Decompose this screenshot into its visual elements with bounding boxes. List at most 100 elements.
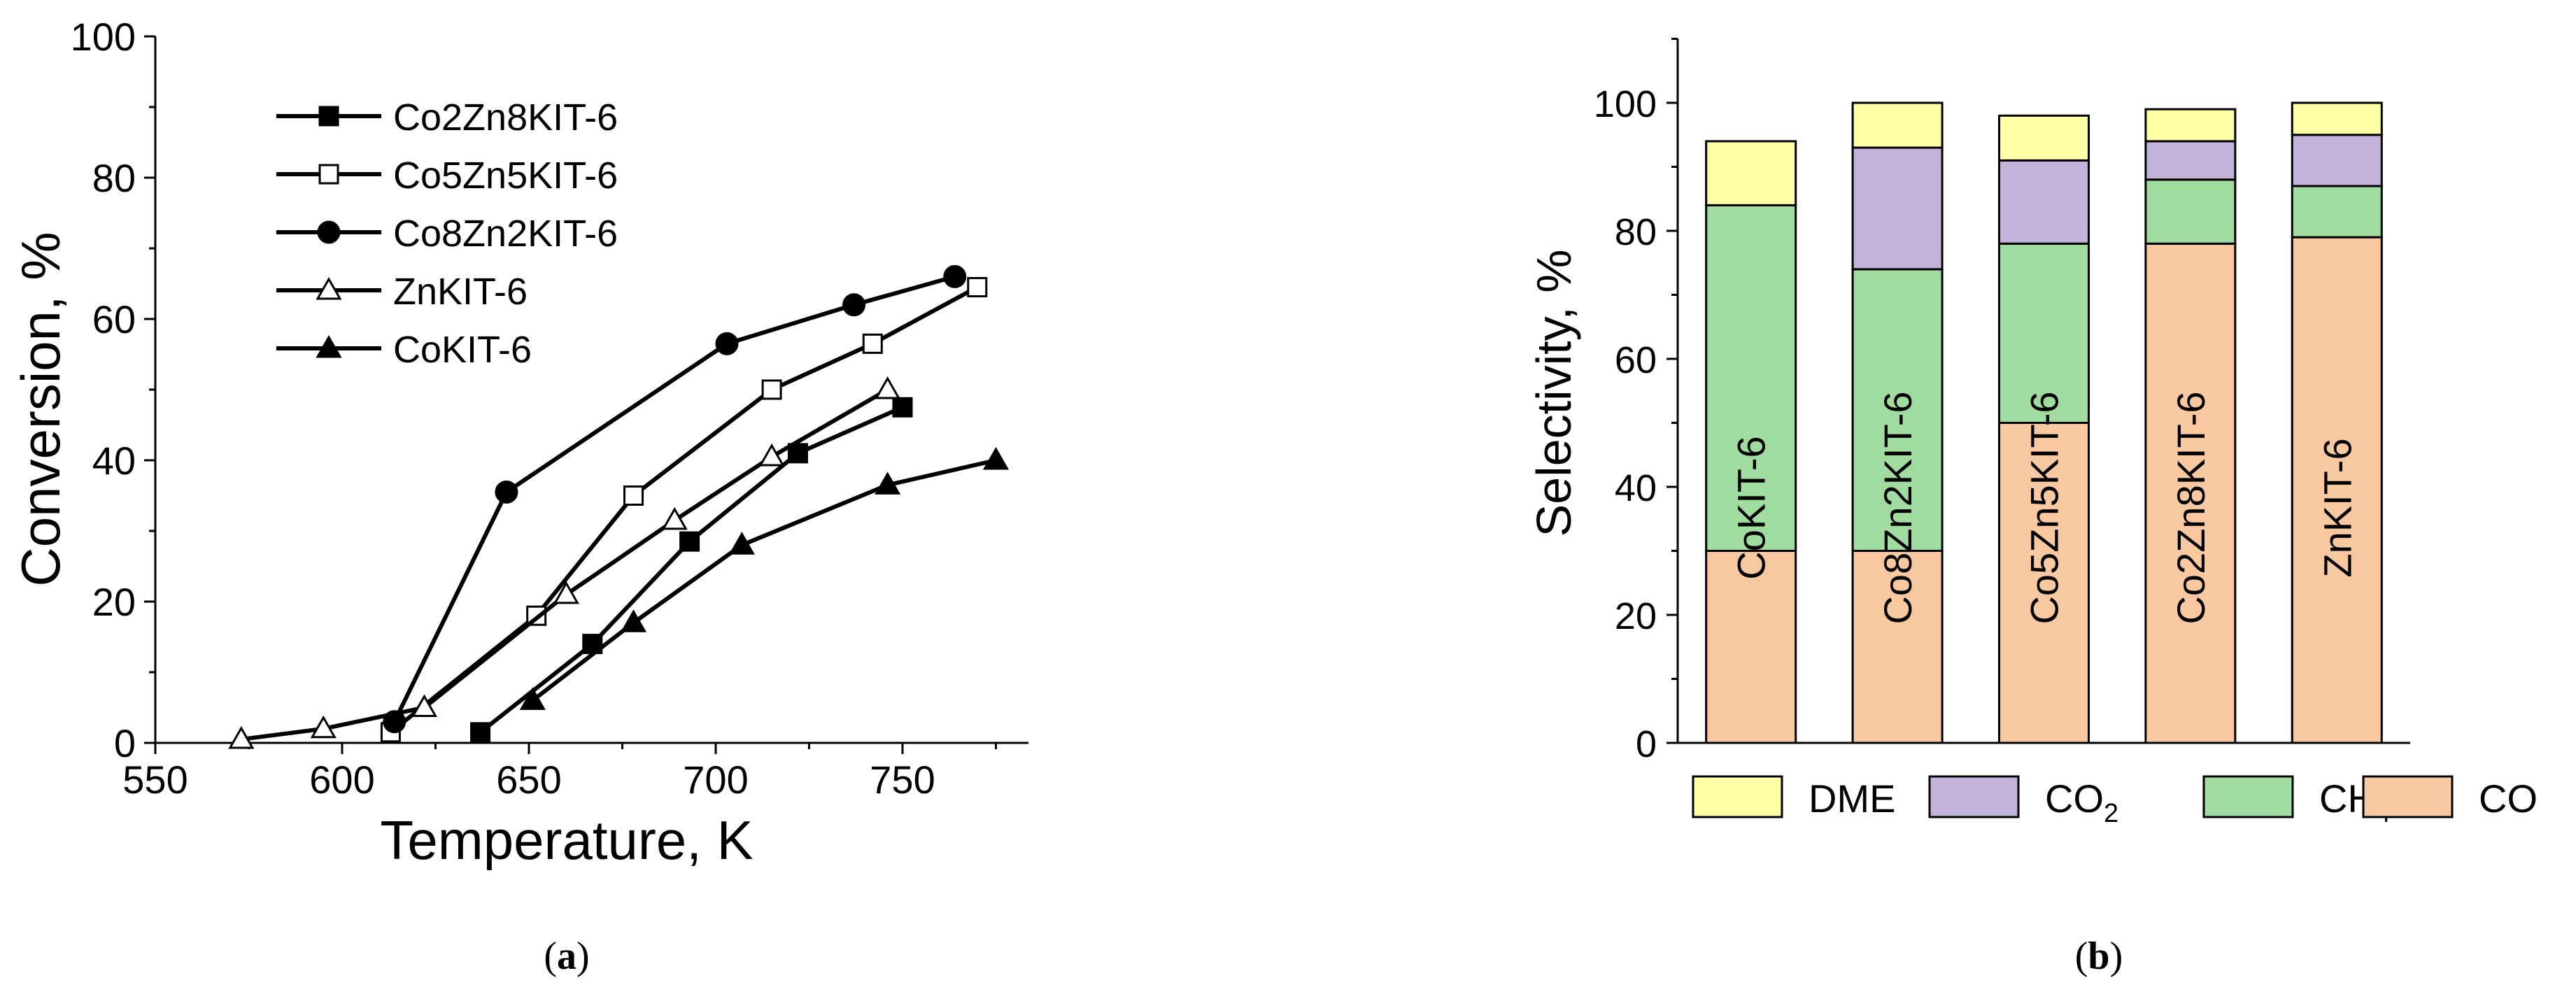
- selectivity-bar-ZnKIT-6: ZnKIT-6: [2291, 101, 2383, 744]
- conversion-series-Co8Zn2KIT-6: [383, 264, 967, 734]
- selectivity-segment-CH4: [1705, 204, 1797, 552]
- selectivity-segment-CH4: [2291, 185, 2383, 239]
- conversion-y-tick-label: 0: [114, 721, 136, 765]
- conversion-point: [495, 480, 518, 504]
- conversion-y-tick-label: 40: [92, 439, 136, 483]
- conversion-chart: 550 600 650 700 750 0 20 40 60 80 100 Temperature,…: [10, 15, 1028, 978]
- conversion-point: [943, 264, 967, 288]
- conversion-point: [982, 446, 1010, 470]
- selectivity-category-label: Co8Zn2KIT-6: [1876, 391, 1920, 624]
- conversion-x-axis-title: Temperature, K: [380, 809, 753, 871]
- selectivity-legend-swatch: [1928, 775, 2020, 818]
- conversion-point: [875, 471, 901, 495]
- conversion-point: [623, 485, 644, 506]
- selectivity-segment-CO: [1851, 550, 1944, 744]
- selectivity-y-tick-label: 0: [1636, 723, 1657, 765]
- conversion-y-axis-title: Conversion, %: [10, 232, 71, 586]
- conversion-point: [411, 694, 438, 717]
- selectivity-legend-label: CO: [2479, 776, 2538, 821]
- selectivity-segment-CH4: [1851, 268, 1944, 552]
- panel-label-a-letter: a: [557, 935, 576, 978]
- conversion-point: [758, 443, 785, 467]
- conversion-legend-marker: [316, 276, 342, 300]
- conversion-point: [661, 506, 688, 530]
- selectivity-legend-item: CO2: [1928, 775, 2118, 828]
- selectivity-legend-item: DME: [1692, 775, 1895, 821]
- selectivity-segment-CH4: [1998, 242, 2090, 424]
- conversion-legend-item: ZnKIT-6: [276, 271, 528, 313]
- conversion-axes: [144, 35, 1028, 754]
- conversion-legend-label: Co8Zn2KIT-6: [393, 213, 618, 255]
- conversion-y-tick-label: 60: [92, 297, 136, 341]
- selectivity-legend-label: CO2: [2045, 776, 2118, 828]
- conversion-x-tick-label: 650: [496, 758, 561, 802]
- selectivity-category-label: Co2Zn8KIT-6: [2169, 391, 2213, 624]
- selectivity-segment-DME: [2144, 108, 2237, 143]
- selectivity-segment-CO: [2291, 236, 2383, 744]
- conversion-point: [519, 687, 546, 710]
- selectivity-bar-CoKIT-6: CoKIT-6: [1705, 140, 1797, 744]
- conversion-legend-marker: [318, 106, 339, 127]
- panel-label-a: (a): [544, 935, 589, 978]
- selectivity-segment-CO: [1998, 422, 2090, 744]
- conversion-legend-item: Co8Zn2KIT-6: [276, 213, 618, 255]
- conversion-series: [228, 264, 1010, 749]
- selectivity-bars: CoKIT-6 Co8Zn2KIT-6 Co5Zn5KIT-6 Co2Zn8KIT-6…: [1705, 101, 2383, 744]
- conversion-legend-label: CoKIT-6: [393, 329, 532, 371]
- conversion-point: [842, 293, 866, 317]
- selectivity-legend-item: CO: [2362, 775, 2538, 821]
- selectivity-legend-swatch: [1692, 775, 1783, 818]
- conversion-point: [470, 722, 491, 743]
- selectivity-y-tick-label: 60: [1615, 339, 1657, 381]
- selectivity-legend-item: CH4: [2202, 775, 2391, 828]
- selectivity-segment-CO2: [1998, 159, 2090, 245]
- conversion-legend-label: ZnKIT-6: [393, 271, 528, 313]
- selectivity-category-label: CoKIT-6: [1729, 436, 1774, 579]
- selectivity-segment-CO2: [2144, 140, 2237, 181]
- conversion-line: [241, 388, 889, 741]
- selectivity-legend-swatch: [2362, 775, 2454, 818]
- conversion-point: [862, 333, 883, 354]
- selectivity-legend-swatch: [2202, 775, 2294, 818]
- conversion-series-CoKIT-6: [519, 446, 1010, 710]
- selectivity-y-tick-label: 20: [1615, 595, 1657, 637]
- selectivity-y-tick-label: 80: [1615, 211, 1657, 253]
- conversion-point: [310, 715, 337, 739]
- conversion-point: [553, 581, 579, 604]
- conversion-legend-marker: [317, 220, 341, 244]
- conversion-legend-label: Co2Zn8KIT-6: [393, 97, 618, 139]
- selectivity-chart: 0 20 40 60 80 100 Selectivity, % CoKIT-6 Co8Zn…: [1527, 38, 2538, 978]
- selectivity-legend-label-subscript: 2: [2104, 799, 2118, 828]
- conversion-point: [728, 532, 755, 555]
- selectivity-category-label: Co5Zn5KIT-6: [2023, 391, 2067, 624]
- conversion-line: [479, 405, 904, 734]
- conversion-tick-labels: 550 600 650 700 750 0 20 40 60 80 100: [71, 15, 935, 802]
- conversion-x-tick-label: 600: [309, 758, 374, 802]
- conversion-x-tick-label: 750: [870, 758, 935, 802]
- selectivity-bar-Co8Zn2KIT-6: Co8Zn2KIT-6: [1851, 101, 1944, 744]
- selectivity-tick-labels: 0 20 40 60 80 100: [1594, 83, 1657, 765]
- conversion-point: [875, 376, 901, 399]
- selectivity-legend-label: DME: [1809, 776, 1895, 821]
- selectivity-segment-CO: [1705, 550, 1797, 744]
- panel-label-b: (b): [2075, 935, 2123, 978]
- selectivity-segment-DME: [2291, 101, 2383, 136]
- conversion-legend-item: Co5Zn5KIT-6: [276, 155, 618, 197]
- conversion-series-ZnKIT-6: [228, 376, 901, 749]
- conversion-y-tick-label: 80: [92, 156, 136, 200]
- selectivity-segment-DME: [1705, 140, 1797, 206]
- selectivity-segment-CH4: [2144, 178, 2237, 245]
- selectivity-y-axis-title: Selectivity, %: [1527, 249, 1581, 537]
- conversion-x-tick-label: 700: [683, 758, 748, 802]
- selectivity-segment-CO2: [2291, 134, 2383, 187]
- selectivity-segment-CO2: [1851, 146, 1944, 271]
- conversion-x-tick-label: 550: [122, 758, 187, 802]
- conversion-y-tick-label: 100: [71, 15, 136, 59]
- selectivity-segment-CO: [2144, 242, 2237, 744]
- conversion-y-tick-label: 20: [92, 580, 136, 624]
- conversion-legend: Co2Zn8KIT-6 Co5Zn5KIT-6 Co8Zn2KIT-6 ZnKIT-6…: [276, 97, 618, 371]
- conversion-legend-marker: [316, 334, 342, 358]
- selectivity-bar-Co5Zn5KIT-6: Co5Zn5KIT-6: [1998, 114, 2090, 744]
- conversion-line: [531, 458, 997, 702]
